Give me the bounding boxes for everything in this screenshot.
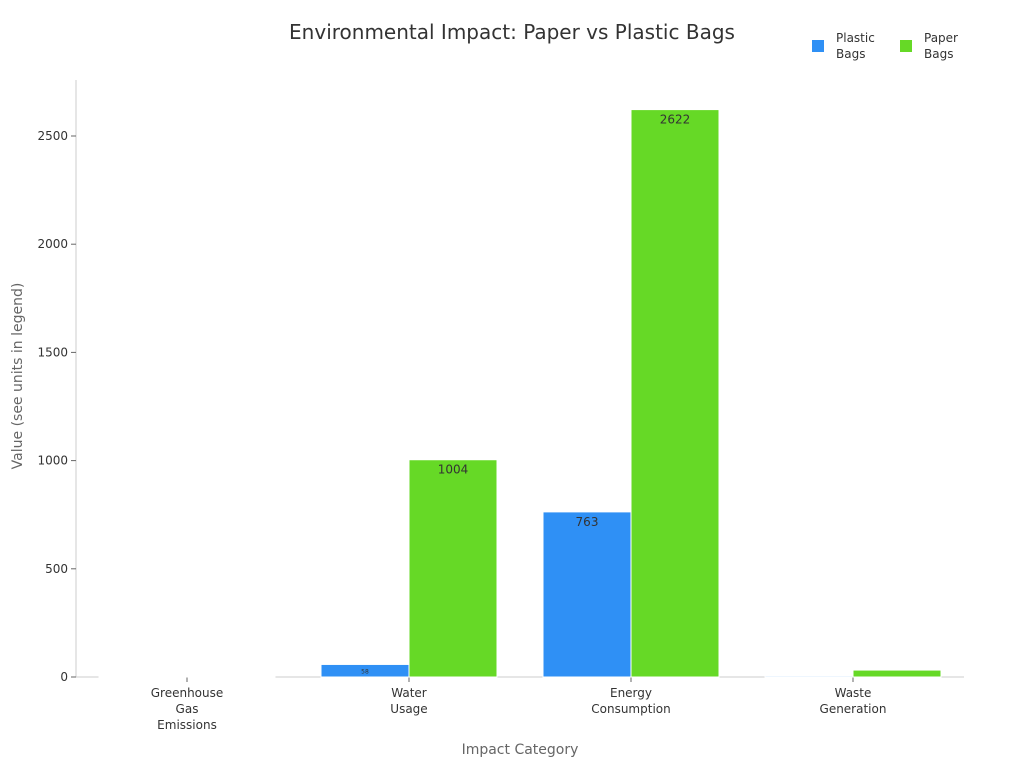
- legend-swatch-paper: [900, 40, 912, 52]
- y-tick-label: 2000: [37, 237, 68, 251]
- bar-paper[interactable]: [408, 459, 498, 678]
- y-tick-label: 1000: [37, 454, 68, 468]
- x-tick-label: Energy: [610, 686, 652, 700]
- legend-label-paper: Paper Bags: [924, 31, 958, 61]
- legend-item-plastic: Plastic Bags: [812, 30, 880, 62]
- x-tick-label: Emissions: [157, 718, 217, 732]
- bar-plastic[interactable]: [98, 676, 188, 678]
- x-tick-label: Usage: [390, 702, 427, 716]
- legend-swatch-plastic: [812, 40, 824, 52]
- bar-paper[interactable]: [186, 676, 276, 678]
- bar-value-label: 2622: [660, 113, 691, 127]
- x-tick-label: Greenhouse: [151, 686, 224, 700]
- x-tick-label: Gas: [176, 702, 199, 716]
- y-tick-label: 1500: [37, 345, 68, 359]
- bar-value-label: 1004: [438, 463, 469, 477]
- bar-paper[interactable]: [852, 669, 942, 678]
- legend-label-plastic: Plastic Bags: [836, 31, 875, 61]
- y-tick-label: 500: [45, 562, 68, 576]
- bar-value-label: 763: [576, 515, 599, 529]
- legend-item-paper: Paper Bags: [900, 30, 968, 62]
- x-tick-label: Consumption: [591, 702, 670, 716]
- bar-plastic[interactable]: [542, 511, 632, 678]
- chart-title: Environmental Impact: Paper vs Plastic B…: [289, 20, 735, 44]
- x-tick-label: Waste: [835, 686, 872, 700]
- legend: Plastic Bags Paper Bags: [812, 30, 968, 62]
- bar-value-label: 58: [361, 668, 369, 675]
- x-axis-label: Impact Category: [461, 742, 579, 758]
- x-tick-label: Generation: [820, 702, 887, 716]
- y-tick-label: 2500: [37, 129, 68, 143]
- y-tick-label: 0: [60, 670, 68, 684]
- bar-paper[interactable]: [630, 109, 720, 678]
- x-tick-label: Water: [391, 686, 427, 700]
- bar-plastic[interactable]: [764, 675, 854, 678]
